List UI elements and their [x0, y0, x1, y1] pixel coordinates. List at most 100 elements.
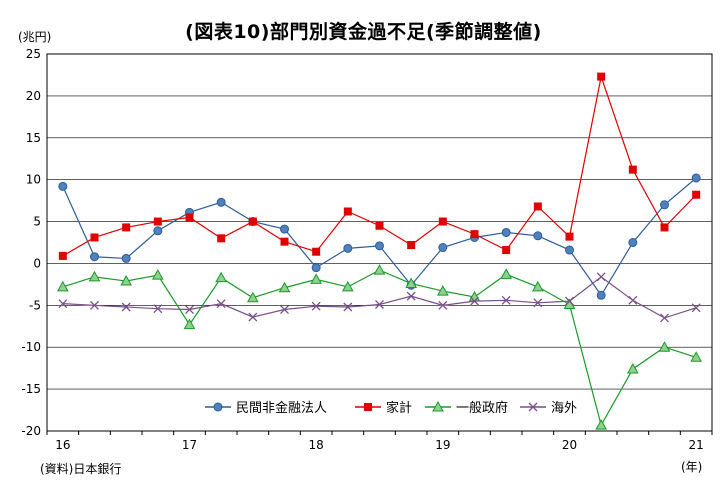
data-point-series-4 [406, 291, 416, 301]
data-point-series-4 [216, 299, 226, 309]
data-point-series-3 [626, 362, 639, 374]
data-point-series-3 [183, 318, 196, 330]
data-point-series-2 [122, 223, 131, 232]
data-point-series-4 [90, 300, 99, 310]
data-point-series-2 [470, 230, 479, 239]
data-point-series-3 [215, 271, 228, 283]
data-point-series-2 [280, 237, 289, 246]
data-point-series-2 [502, 246, 511, 255]
data-point-series-2 [438, 217, 447, 226]
data-point-series-1 [90, 252, 99, 262]
source-note: (資料)日本銀行 [40, 462, 122, 476]
data-point-series-1 [691, 173, 701, 183]
data-point-series-4 [153, 304, 163, 314]
data-point-series-1 [438, 243, 448, 253]
data-point-series-3 [658, 341, 671, 352]
x-tick-label: 16 [55, 438, 70, 452]
data-point-series-2 [692, 190, 701, 199]
data-point-series-1 [58, 181, 68, 191]
x-axis-unit-label: (年) [681, 460, 703, 474]
legend-marker [528, 402, 538, 412]
data-point-series-4 [438, 300, 448, 310]
data-point-series-4 [280, 305, 289, 314]
data-point-series-4 [185, 305, 194, 314]
y-tick-label: 10 [26, 173, 41, 187]
data-point-series-4 [691, 303, 701, 313]
y-tick-label: -20 [21, 424, 41, 438]
y-tick-label: -5 [29, 298, 41, 312]
data-point-series-4 [533, 298, 543, 308]
data-point-series-3 [405, 277, 418, 289]
data-point-series-3 [151, 269, 164, 280]
data-point-series-3 [690, 351, 703, 362]
data-point-series-3 [120, 275, 133, 286]
y-tick-label: -10 [21, 340, 41, 354]
data-point-series-3 [246, 291, 259, 303]
y-tick-label: 0 [33, 256, 41, 270]
legend-marker [432, 400, 444, 412]
data-point-series-2 [343, 207, 352, 216]
y-tick-label: 5 [33, 215, 41, 229]
x-tick-label: 19 [435, 438, 450, 452]
plot-area [46, 53, 713, 432]
data-point-series-4 [660, 313, 669, 323]
y-axis-unit-label: (兆円) [18, 30, 52, 44]
data-point-series-2 [628, 165, 637, 174]
data-point-series-1 [501, 227, 511, 237]
data-point-series-1 [311, 263, 321, 273]
data-point-series-4 [343, 302, 353, 312]
data-point-series-3 [373, 264, 386, 275]
data-point-series-2 [597, 72, 606, 81]
data-point-series-4 [628, 295, 638, 305]
data-point-series-1 [343, 243, 353, 253]
data-point-series-2 [312, 247, 321, 256]
data-point-series-2 [153, 217, 162, 226]
data-point-series-1 [660, 200, 669, 210]
data-point-series-2 [90, 233, 99, 242]
data-point-series-2 [185, 213, 194, 222]
data-point-series-4 [121, 302, 131, 312]
x-tick-label: 20 [562, 438, 577, 452]
x-tick-label: 17 [182, 438, 197, 452]
legend-marker [213, 402, 223, 412]
data-point-series-4 [470, 296, 479, 306]
data-point-series-2 [565, 232, 574, 241]
data-point-series-1 [280, 224, 289, 234]
data-point-series-3 [500, 268, 513, 279]
legend-label: 一般政府 [456, 400, 508, 416]
data-point-series-3 [56, 280, 69, 292]
y-tick-label: -15 [21, 382, 41, 396]
data-point-series-2 [248, 217, 257, 226]
data-point-series-1 [153, 226, 163, 236]
data-point-series-4 [501, 295, 511, 305]
data-point-series-2 [660, 223, 669, 232]
data-point-series-3 [595, 419, 608, 430]
data-point-series-2 [217, 234, 226, 243]
data-point-series-3 [341, 280, 354, 292]
y-tick-label: 20 [26, 89, 41, 103]
y-tick-label: 25 [26, 47, 41, 61]
data-point-series-2 [375, 221, 384, 230]
data-point-series-1 [121, 253, 131, 263]
data-point-series-1 [596, 290, 606, 300]
data-point-series-1 [216, 197, 226, 207]
legend-label: 民間非金融法人 [236, 400, 327, 416]
data-point-series-3 [436, 285, 449, 296]
chart-title: (図表10)部門別資金過不足(季節調整値) [185, 21, 542, 43]
data-point-series-1 [565, 245, 574, 255]
data-point-series-2 [533, 202, 542, 211]
legend-label: 海外 [551, 401, 577, 416]
data-point-series-4 [565, 296, 574, 306]
legend-label: 家計 [386, 400, 412, 416]
data-point-series-2 [58, 251, 67, 260]
data-point-series-4 [311, 301, 321, 311]
data-point-series-2 [407, 241, 416, 250]
x-tick-label: 18 [309, 438, 324, 452]
data-point-series-4 [58, 299, 68, 309]
y-tick-label: 15 [26, 131, 41, 145]
legend-marker [364, 403, 372, 411]
data-point-series-4 [248, 312, 258, 322]
data-point-series-3 [310, 273, 323, 284]
x-tick-label: 21 [689, 438, 704, 452]
